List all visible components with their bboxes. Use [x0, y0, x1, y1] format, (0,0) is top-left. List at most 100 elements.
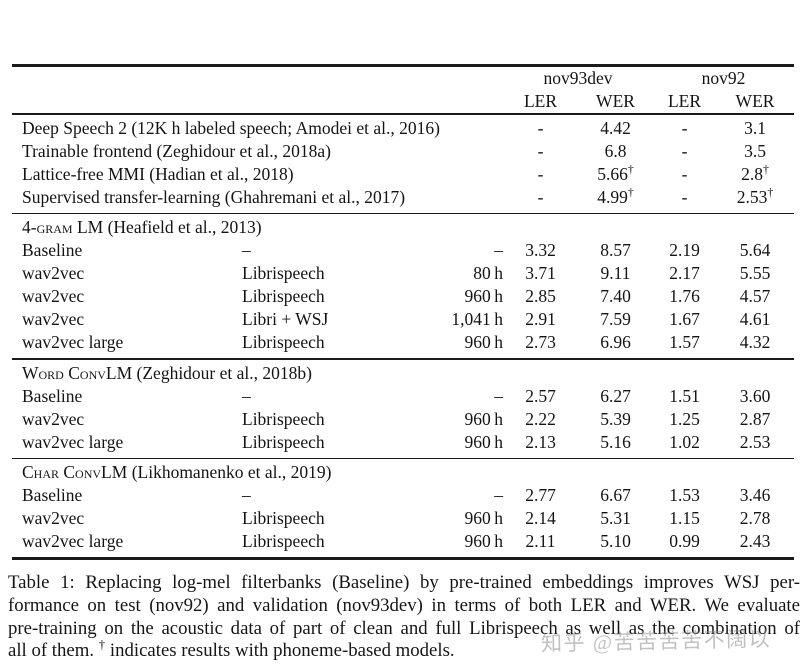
cell-hours: 960 h — [464, 531, 503, 552]
table-body: Deep Speech 2 (12K h labeled speech; Amo… — [12, 115, 794, 558]
cell-wer-nov92: 2.43 — [739, 531, 771, 552]
table-top-rule — [12, 64, 794, 67]
caption-line: Table 1: Replacing log-mel filterbanks (… — [8, 572, 800, 593]
cell-data: Librispeech — [242, 286, 325, 307]
table-row: wav2vec Librispeech 960 h 2.22 5.39 1.25 2.87 — [12, 408, 794, 431]
cell-wer-nov92: 5.55 — [739, 263, 771, 284]
cell-wer-nov92: 4.61 — [739, 309, 771, 330]
cell-hours: – — [494, 385, 503, 406]
cell-hours: 960 h — [464, 431, 503, 452]
cell-ler-nov92: 2.19 — [669, 240, 700, 261]
cell-ler-nov92: 1.25 — [669, 408, 700, 429]
table-row: wav2vec Libri + WSJ 1,041 h 2.91 7.59 1.67 4.6… — [12, 308, 794, 331]
cell-wer-nov92: 4.57 — [739, 286, 771, 307]
cell-wer-nov92: 2.53 — [739, 431, 771, 452]
table-row: Trainable frontend (Zeghidour et al., 20… — [12, 140, 794, 163]
cell-wer-nov93dev: 7.40 — [600, 286, 631, 307]
table-row: wav2vec large Librispeech 960 h 2.13 5.16 1.0… — [12, 431, 794, 454]
section-title-smallcaps: Char ConvLM — [22, 462, 128, 483]
cell-data: Librispeech — [242, 431, 325, 452]
cell-ler-nov92: 1.15 — [669, 508, 700, 529]
cell-hours: 1,041 h — [451, 309, 503, 330]
group-header-nov92: nov92 — [701, 68, 746, 88]
cell-data: Libri + WSJ — [242, 309, 329, 330]
cell-wer-nov92: 3.46 — [739, 485, 771, 506]
cell-wer-nov93dev: 5.10 — [600, 531, 631, 552]
cell-model: wav2vec large — [22, 531, 124, 552]
cell-data: – — [242, 240, 251, 261]
cell-model: wav2vec — [22, 408, 85, 429]
caption-line: all of them. † indicates results with ph… — [8, 638, 455, 662]
cell-ler-nov93dev: 2.91 — [525, 309, 556, 330]
table-section: Deep Speech 2 (12K h labeled speech; Amo… — [12, 115, 794, 213]
cell-wer-nov93dev: 5.39 — [600, 408, 631, 429]
cell-data: – — [242, 485, 251, 506]
cell-wer-nov92: 3.60 — [739, 385, 771, 406]
cell-wer-nov92: 2.87 — [739, 408, 771, 429]
cell-wer-nov93dev: 4.99† — [597, 184, 634, 207]
cell-ler-nov93dev: 2.77 — [525, 485, 556, 506]
table-row: Deep Speech 2 (12K h labeled speech; Amo… — [12, 117, 794, 140]
table-section: Char ConvLM (Likhomanenko et al., 2019) B… — [12, 459, 794, 557]
cell-ler-nov93dev: 3.71 — [525, 263, 556, 284]
cell-wer-nov92: 3.1 — [744, 117, 766, 138]
cell-ler-nov93dev: 2.11 — [525, 531, 556, 552]
table-row: Baseline – – 2.57 6.27 1.51 3.60 — [12, 385, 794, 408]
cell-ler-nov93dev: 2.73 — [525, 332, 556, 353]
cell-hours: 960 h — [464, 332, 503, 353]
section-rule — [12, 358, 794, 360]
cell-ler-nov92: 0.99 — [669, 531, 700, 552]
cell-model: Baseline — [22, 240, 83, 261]
column-header-wer-nov92: WER — [735, 91, 775, 111]
table-row: wav2vec large Librispeech 960 h 2.11 5.10 0.9… — [12, 530, 794, 553]
section-title: Char ConvLM (Likhomanenko et al., 2019) — [12, 461, 794, 484]
section-title-citation: (Likhomanenko et al., 2019) — [127, 462, 332, 483]
cell-wer-nov93dev: 5.31 — [600, 508, 631, 529]
cell-data: Librispeech — [242, 408, 325, 429]
column-header-ler-nov93dev: LER — [523, 91, 558, 111]
table-caption: Table 1: Replacing log-mel filterbanks (… — [8, 572, 800, 663]
section-title-smallcaps: 4-gram LM — [22, 217, 104, 238]
column-header-wer-nov93dev: WER — [596, 91, 635, 111]
cell-ler-nov93dev: 2.13 — [525, 431, 556, 452]
section-title-smallcaps: Word ConvLM — [22, 362, 133, 383]
section-title-citation: (Heafield et al., 2013) — [103, 217, 262, 238]
cell-ler-nov92: 2.17 — [669, 263, 700, 284]
table-section: 4-gram LM (Heafield et al., 2013) Baselin… — [12, 214, 794, 358]
cell-ler-nov93dev: 2.85 — [525, 286, 556, 307]
section-title-citation: (Zeghidour et al., 2018b) — [132, 362, 312, 383]
cell-data: Librispeech — [242, 263, 325, 284]
table-row: wav2vec Librispeech 960 h 2.14 5.31 1.15 2.78 — [12, 507, 794, 530]
cell-wer-nov93dev: 9.11 — [600, 263, 631, 284]
table-row: wav2vec large Librispeech 960 h 2.73 6.96 1.5… — [12, 331, 794, 354]
cell-wer-nov93dev: 6.8 — [604, 140, 627, 161]
cell-ler-nov92: - — [681, 163, 688, 184]
cell-wer-nov93dev: 6.67 — [600, 485, 631, 506]
cell-wer-nov92: 2.78 — [739, 508, 771, 529]
cell-ler-nov92: 1.67 — [669, 309, 700, 330]
table-row: wav2vec Librispeech 960 h 2.85 7.40 1.76 4.57 — [12, 285, 794, 308]
cell-model: Trainable frontend (Zeghidour et al., 20… — [22, 140, 331, 161]
cell-hours: – — [494, 240, 503, 261]
table-row: Baseline – – 2.77 6.67 1.53 3.46 — [12, 484, 794, 507]
cell-data: – — [242, 385, 251, 406]
cell-model: Deep Speech 2 (12K h labeled speech; Amo… — [22, 117, 440, 138]
group-header-nov93dev: nov93dev — [543, 68, 613, 88]
table-row: wav2vec Librispeech 80 h 3.71 9.11 2.17 5.55 — [12, 262, 794, 285]
cell-wer-nov93dev: 5.66† — [597, 161, 634, 184]
table-header-rule — [12, 113, 794, 115]
cell-ler-nov92: 1.02 — [669, 431, 700, 452]
cell-ler-nov93dev: - — [537, 140, 544, 161]
cell-ler-nov92: - — [681, 140, 688, 161]
cell-data: Librispeech — [242, 508, 325, 529]
cell-model: Baseline — [22, 385, 83, 406]
cell-wer-nov92: 5.64 — [739, 240, 771, 261]
cell-wer-nov93dev: 6.96 — [600, 332, 631, 353]
cell-ler-nov93dev: - — [537, 186, 544, 207]
section-rule — [12, 457, 794, 460]
column-header-ler-nov92: LER — [667, 91, 702, 111]
cell-hours: 80 h — [473, 263, 503, 284]
table-group-header-row: nov93dev nov92 — [12, 67, 794, 90]
cell-model: wav2vec — [22, 263, 85, 284]
